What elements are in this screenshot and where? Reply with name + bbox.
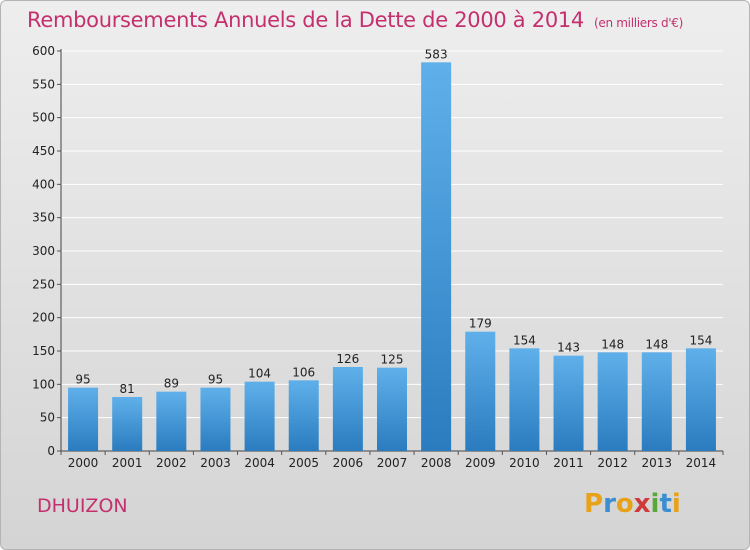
- data-label: 89: [164, 377, 179, 391]
- y-tick-label: 0: [47, 444, 55, 458]
- x-tick-label: 2009: [465, 456, 496, 470]
- bar: [156, 391, 187, 451]
- data-label: 154: [689, 333, 712, 347]
- x-tick-label: 2008: [421, 456, 452, 470]
- bar: [641, 352, 672, 451]
- y-tick-label: 300: [32, 244, 55, 258]
- x-tick-label: 2004: [244, 456, 275, 470]
- data-label: 125: [381, 353, 404, 367]
- y-tick-label: 250: [32, 277, 55, 291]
- bar: [200, 387, 231, 451]
- y-tick-label: 100: [32, 377, 55, 391]
- data-label: 95: [75, 373, 90, 387]
- bar: [553, 355, 584, 451]
- bar: [244, 381, 275, 451]
- bar: [465, 331, 496, 451]
- x-tick-label: 2014: [686, 456, 717, 470]
- data-label: 154: [513, 333, 536, 347]
- bar: [288, 380, 319, 451]
- x-tick-label: 2010: [509, 456, 540, 470]
- data-label: 81: [120, 382, 135, 396]
- bar: [509, 348, 540, 451]
- title-unit: (en milliers d'€): [594, 16, 684, 30]
- data-label: 148: [601, 337, 624, 351]
- data-label: 95: [208, 373, 223, 387]
- y-tick-label: 50: [40, 411, 55, 425]
- x-tick-label: 2013: [642, 456, 673, 470]
- y-tick-label: 450: [32, 144, 55, 158]
- y-tick-label: 500: [32, 111, 55, 125]
- y-tick-label: 600: [32, 44, 55, 58]
- y-tick-label: 400: [32, 177, 55, 191]
- bar: [332, 367, 363, 451]
- title-text: Remboursements Annuels de la Dette de 20…: [27, 8, 584, 32]
- x-tick-label: 2007: [377, 456, 408, 470]
- bar: [685, 348, 716, 451]
- y-tick-label: 200: [32, 311, 55, 325]
- data-label: 148: [645, 337, 668, 351]
- bar: [112, 397, 143, 451]
- data-label: 179: [469, 317, 492, 331]
- x-tick-label: 2002: [156, 456, 187, 470]
- x-tick-label: 2001: [112, 456, 143, 470]
- data-label: 126: [336, 352, 359, 366]
- chart-title: Remboursements Annuels de la Dette de 20…: [27, 8, 683, 32]
- x-tick-label: 2003: [200, 456, 231, 470]
- x-tick-label: 2005: [288, 456, 319, 470]
- bar: [68, 387, 99, 451]
- x-tick-label: 2012: [597, 456, 628, 470]
- data-label: 104: [248, 367, 271, 381]
- data-label: 583: [425, 47, 448, 61]
- bar: [377, 367, 407, 451]
- y-tick-label: 350: [32, 211, 55, 225]
- data-label: 143: [557, 341, 580, 355]
- data-label: 106: [292, 365, 315, 379]
- bar: [421, 62, 452, 451]
- bar: [597, 352, 628, 451]
- y-tick-label: 150: [32, 344, 55, 358]
- commune-name: DHUIZON: [37, 495, 128, 517]
- x-tick-label: 2006: [333, 456, 364, 470]
- x-tick-label: 2000: [68, 456, 99, 470]
- x-tick-label: 2011: [553, 456, 584, 470]
- y-tick-label: 550: [32, 77, 55, 91]
- proxiti-logo: Proxiti: [584, 489, 681, 519]
